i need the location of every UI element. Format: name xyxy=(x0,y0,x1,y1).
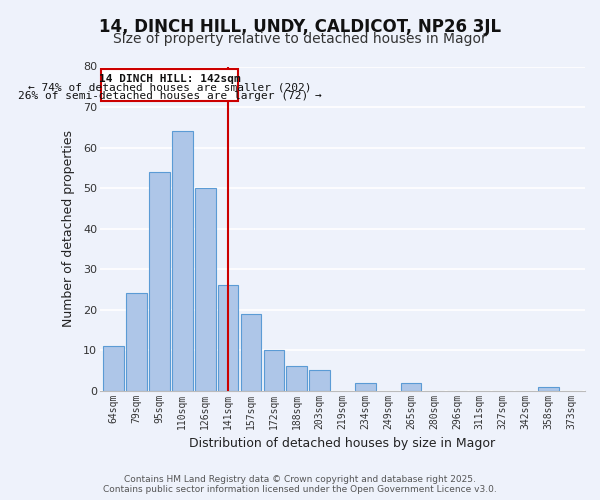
Bar xyxy=(103,346,124,391)
Bar xyxy=(538,386,559,390)
Text: ← 74% of detached houses are smaller (202): ← 74% of detached houses are smaller (20… xyxy=(28,82,311,92)
Text: 14, DINCH HILL, UNDY, CALDICOT, NP26 3JL: 14, DINCH HILL, UNDY, CALDICOT, NP26 3JL xyxy=(99,18,501,36)
Bar xyxy=(126,294,147,390)
Text: Size of property relative to detached houses in Magor: Size of property relative to detached ho… xyxy=(113,32,487,46)
Bar xyxy=(149,172,170,390)
Text: Contains public sector information licensed under the Open Government Licence v3: Contains public sector information licen… xyxy=(103,485,497,494)
Bar xyxy=(355,382,376,390)
Bar xyxy=(286,366,307,390)
Bar xyxy=(241,314,261,390)
Bar xyxy=(172,132,193,390)
FancyBboxPatch shape xyxy=(101,68,238,101)
Text: 26% of semi-detached houses are larger (72) →: 26% of semi-detached houses are larger (… xyxy=(18,91,322,101)
Bar xyxy=(401,382,421,390)
Text: Contains HM Land Registry data © Crown copyright and database right 2025.: Contains HM Land Registry data © Crown c… xyxy=(124,475,476,484)
Bar xyxy=(263,350,284,391)
Bar xyxy=(195,188,215,390)
Bar xyxy=(310,370,330,390)
Text: 14 DINCH HILL: 142sqm: 14 DINCH HILL: 142sqm xyxy=(99,74,241,84)
Y-axis label: Number of detached properties: Number of detached properties xyxy=(62,130,75,327)
X-axis label: Distribution of detached houses by size in Magor: Distribution of detached houses by size … xyxy=(190,437,496,450)
Bar xyxy=(218,286,238,391)
